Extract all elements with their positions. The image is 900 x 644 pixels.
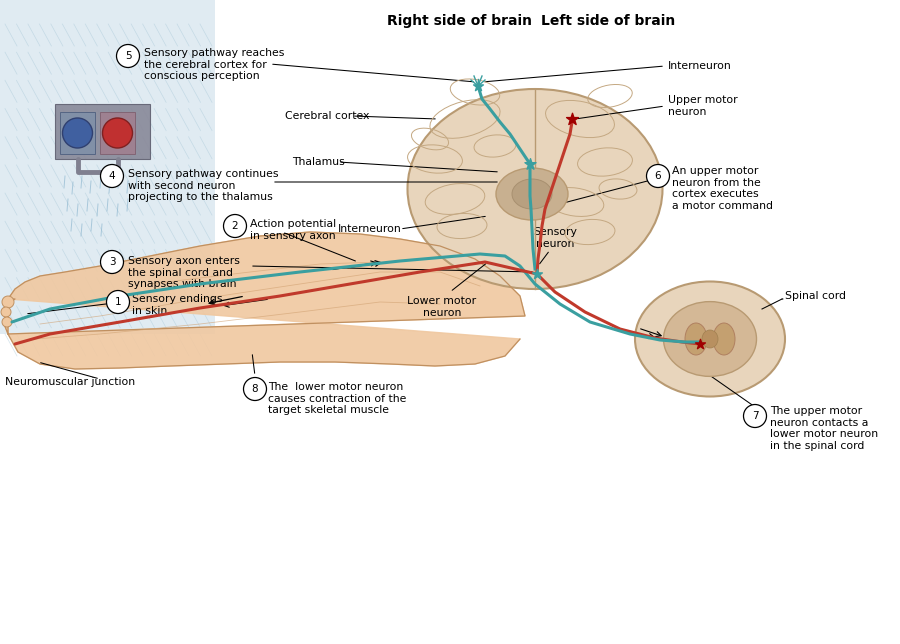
Circle shape xyxy=(1,307,11,317)
Point xyxy=(565,114,580,124)
Circle shape xyxy=(223,214,247,238)
Text: Sensory pathway reaches
the cerebral cortex for
conscious perception: Sensory pathway reaches the cerebral cor… xyxy=(144,48,284,81)
Text: 5: 5 xyxy=(125,51,131,61)
Circle shape xyxy=(101,251,123,274)
Bar xyxy=(100,112,135,154)
Text: Lower motor
neuron: Lower motor neuron xyxy=(408,296,477,317)
Text: Action potential
in sensory axon: Action potential in sensory axon xyxy=(250,219,336,241)
Circle shape xyxy=(103,118,132,148)
Ellipse shape xyxy=(408,89,662,289)
Circle shape xyxy=(106,290,130,314)
Text: Sensory axon enters
the spinal cord and
synapses with brain: Sensory axon enters the spinal cord and … xyxy=(128,256,240,289)
Ellipse shape xyxy=(663,301,757,376)
Text: Cerebral cortex: Cerebral cortex xyxy=(285,111,369,121)
Text: The upper motor
neuron contacts a
lower motor neuron
in the spinal cord: The upper motor neuron contacts a lower … xyxy=(770,406,878,451)
Point xyxy=(530,269,544,279)
Point xyxy=(523,159,537,169)
Text: 7: 7 xyxy=(752,411,759,421)
Circle shape xyxy=(101,164,123,187)
Circle shape xyxy=(244,377,266,401)
Text: 3: 3 xyxy=(109,257,115,267)
Polygon shape xyxy=(4,299,15,334)
Point xyxy=(693,339,707,349)
Bar xyxy=(55,104,150,159)
Ellipse shape xyxy=(685,323,707,355)
Circle shape xyxy=(62,118,93,148)
Ellipse shape xyxy=(635,281,785,397)
Circle shape xyxy=(646,164,670,187)
Text: 6: 6 xyxy=(654,171,662,181)
Text: Neuromuscular junction: Neuromuscular junction xyxy=(5,377,135,387)
Bar xyxy=(60,112,95,154)
Ellipse shape xyxy=(713,323,735,355)
Circle shape xyxy=(743,404,767,428)
Text: Thalamus: Thalamus xyxy=(292,157,345,167)
Text: Sensory
neuron: Sensory neuron xyxy=(533,227,577,249)
Text: An upper motor
neuron from the
cortex executes
a motor command: An upper motor neuron from the cortex ex… xyxy=(672,166,773,211)
Text: Interneuron: Interneuron xyxy=(668,61,732,71)
Ellipse shape xyxy=(512,179,552,209)
Polygon shape xyxy=(0,0,215,334)
Text: 4: 4 xyxy=(109,171,115,181)
Ellipse shape xyxy=(702,330,718,348)
Ellipse shape xyxy=(496,168,568,220)
Circle shape xyxy=(116,44,140,68)
Circle shape xyxy=(2,296,14,308)
Text: 8: 8 xyxy=(252,384,258,394)
Text: Upper motor
neuron: Upper motor neuron xyxy=(668,95,738,117)
Text: Spinal cord: Spinal cord xyxy=(785,291,846,301)
Text: 2: 2 xyxy=(231,221,239,231)
Text: 1: 1 xyxy=(114,297,122,307)
Text: The  lower motor neuron
causes contraction of the
target skeletal muscle: The lower motor neuron causes contractio… xyxy=(268,382,407,415)
Polygon shape xyxy=(8,232,525,369)
Text: Left side of brain: Left side of brain xyxy=(541,14,675,28)
Text: Interneuron: Interneuron xyxy=(338,224,401,234)
Text: Right side of brain: Right side of brain xyxy=(388,14,533,28)
Circle shape xyxy=(2,317,12,327)
Point xyxy=(471,81,485,91)
Text: Sensory endings
in skin: Sensory endings in skin xyxy=(132,294,222,316)
Text: Sensory pathway continues
with second neuron
projecting to the thalamus: Sensory pathway continues with second ne… xyxy=(128,169,278,202)
